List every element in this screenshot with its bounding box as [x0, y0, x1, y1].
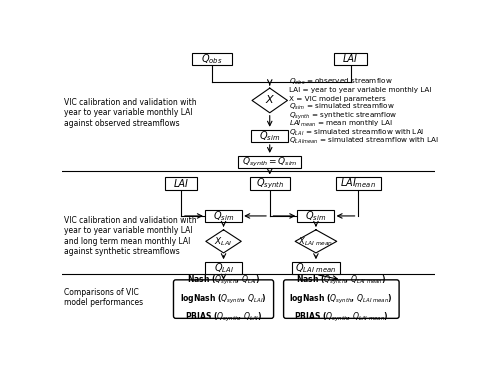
Text: $Q_{synth} = Q_{sim}$: $Q_{synth} = Q_{sim}$ — [242, 156, 297, 169]
Text: $Q_{sim}$ = simulated streamflow: $Q_{sim}$ = simulated streamflow — [288, 102, 394, 112]
FancyBboxPatch shape — [335, 177, 380, 190]
Polygon shape — [295, 230, 336, 253]
Polygon shape — [205, 230, 241, 253]
Text: Comparisons of VIC
model performances: Comparisons of VIC model performances — [64, 288, 143, 307]
FancyBboxPatch shape — [173, 280, 273, 318]
Text: $Q_{sim}$: $Q_{sim}$ — [305, 209, 326, 223]
Text: VIC calibration and validation with
year to year variable monthly LAI
and long t: VIC calibration and validation with year… — [64, 216, 197, 256]
Text: $Q_{synth}$: $Q_{synth}$ — [255, 176, 283, 191]
Text: LAI = year to year variable monthly LAI: LAI = year to year variable monthly LAI — [288, 87, 431, 93]
FancyBboxPatch shape — [297, 210, 334, 222]
FancyBboxPatch shape — [238, 156, 301, 168]
Text: $LAI_{mean}$: $LAI_{mean}$ — [340, 177, 376, 190]
Text: LAI: LAI — [173, 178, 188, 189]
FancyBboxPatch shape — [249, 177, 289, 190]
Text: $LAI_{mean}$ = mean monthly LAI: $LAI_{mean}$ = mean monthly LAI — [288, 119, 392, 129]
FancyBboxPatch shape — [251, 130, 287, 142]
Text: $Q_{obs}$ = observed streamflow: $Q_{obs}$ = observed streamflow — [288, 77, 392, 87]
Text: $X_{LAI}$: $X_{LAI}$ — [214, 235, 232, 248]
FancyBboxPatch shape — [165, 177, 197, 190]
Text: Nash ($Q_{synth}$, $Q_{LAI}$)
logNash ($Q_{synth}$, $Q_{LAI}$)
PBIAS ($Q_{synth}: Nash ($Q_{synth}$, $Q_{LAI}$) logNash ($… — [180, 274, 266, 324]
Text: $Q_{sim}$: $Q_{sim}$ — [212, 209, 234, 223]
Text: LAI: LAI — [343, 54, 357, 64]
Text: $Q_{synth}$ = synthetic streamflow: $Q_{synth}$ = synthetic streamflow — [288, 110, 397, 122]
Polygon shape — [252, 88, 287, 113]
Text: $Q_{LAI mean}$ = simulated streamflow with LAI: $Q_{LAI mean}$ = simulated streamflow wi… — [288, 136, 438, 146]
FancyBboxPatch shape — [283, 280, 398, 318]
Text: X = VIC model parameters: X = VIC model parameters — [288, 96, 385, 102]
Text: VIC calibration and validation with
year to year variable monthly LAI
against ob: VIC calibration and validation with year… — [64, 98, 197, 128]
FancyBboxPatch shape — [192, 53, 231, 65]
Text: $Q_{LAI\ mean}$: $Q_{LAI\ mean}$ — [295, 261, 336, 275]
Text: $Q_{obs}$: $Q_{obs}$ — [201, 52, 222, 66]
Text: $X_{LAI\ mean}$: $X_{LAI\ mean}$ — [298, 235, 333, 248]
Text: Nash ($Q_{synth}$, $Q_{LAI\ mean}$)
logNash ($Q_{synth}$, $Q_{LAI\ mean}$)
PBIAS: Nash ($Q_{synth}$, $Q_{LAI\ mean}$) logN… — [289, 274, 393, 324]
Text: X: X — [265, 96, 273, 105]
Text: $Q_{LAI}$ = simulated streamflow with LAI: $Q_{LAI}$ = simulated streamflow with LA… — [288, 128, 424, 138]
FancyBboxPatch shape — [205, 262, 242, 274]
FancyBboxPatch shape — [205, 210, 242, 222]
FancyBboxPatch shape — [291, 262, 339, 274]
Text: $Q_{LAI}$: $Q_{LAI}$ — [213, 261, 233, 275]
Text: $Q_{sim}$: $Q_{sim}$ — [258, 129, 280, 143]
FancyBboxPatch shape — [334, 53, 366, 65]
